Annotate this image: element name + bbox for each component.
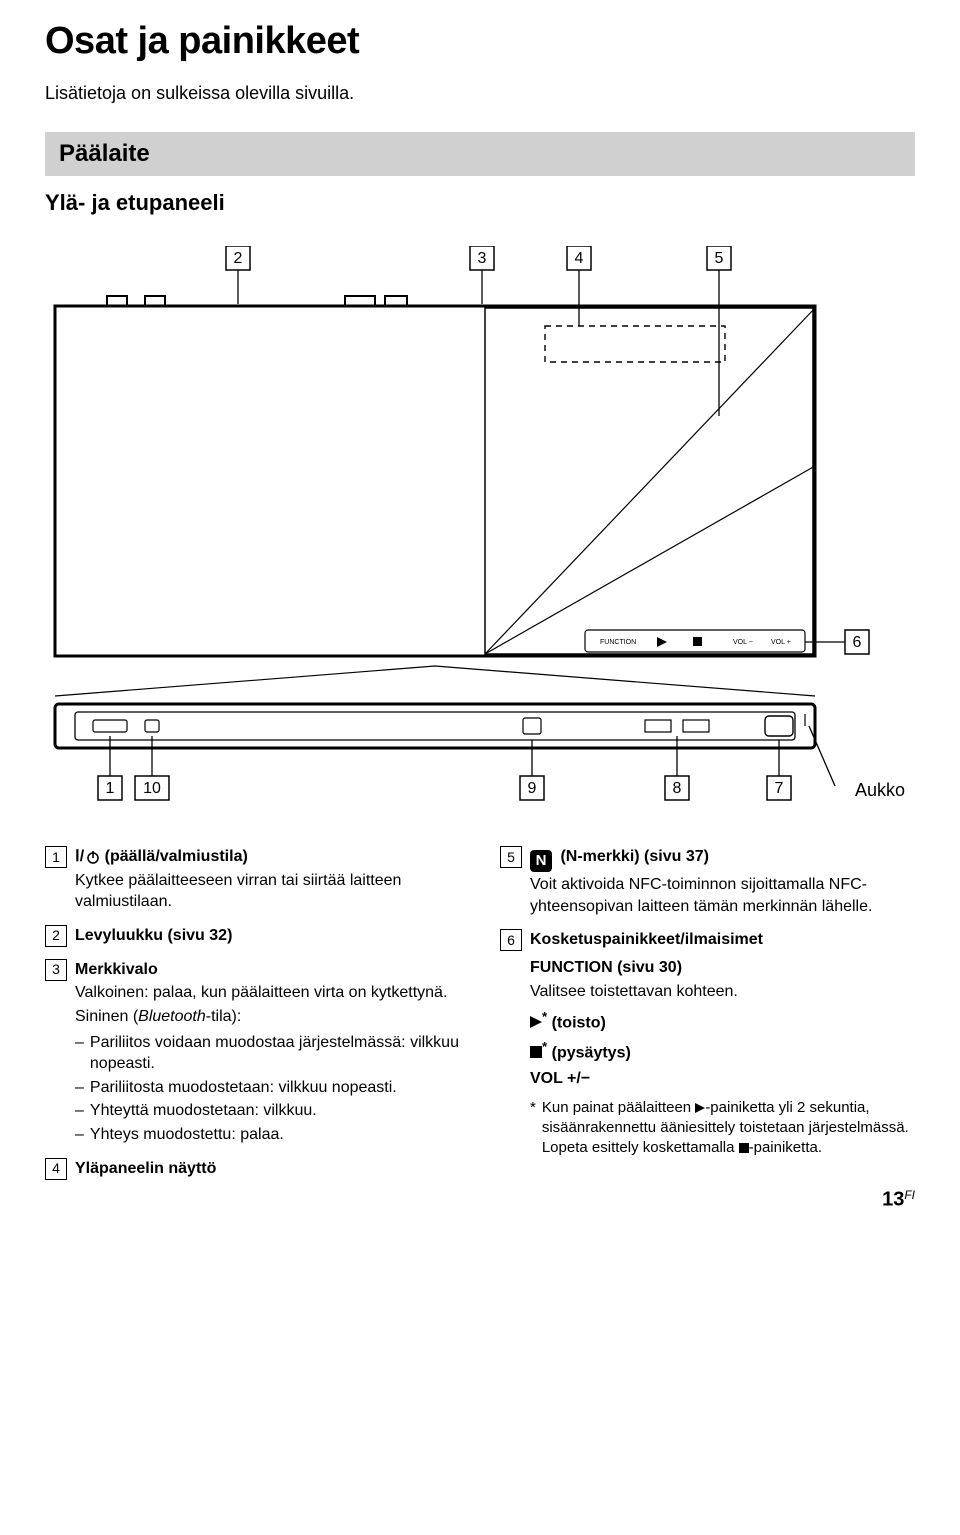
svg-text:7: 7 xyxy=(775,780,784,797)
svg-text:VOL −: VOL − xyxy=(733,639,753,646)
left-column: 1 Ⅰ/ (päällä/valmiustila) Kytkee päälait… xyxy=(45,846,460,1192)
callout-2: 2 xyxy=(234,250,243,267)
device-diagram: 2 3 4 5 FUNCTION VOL − VOL + 6 xyxy=(45,246,915,806)
footnote: * Kun painat päälaitteen -painiketta yli… xyxy=(530,1098,915,1159)
page-subtitle: Lisätietoja on sulkeissa olevilla sivuil… xyxy=(45,83,915,104)
item-title: Yläpaneelin näyttö xyxy=(75,1160,216,1177)
svg-text:Aukko: Aukko xyxy=(855,780,905,800)
sub-item: Pariliitosta muodostetaan: vilkkuu nopea… xyxy=(75,1077,460,1099)
page-title: Osat ja painikkeet xyxy=(45,20,915,63)
item-title: Kosketuspainikkeet/ilmaisimet xyxy=(530,931,763,948)
callout-num: 1 xyxy=(45,846,67,868)
callout-num: 3 xyxy=(45,959,67,981)
section-header: Päälaite xyxy=(45,132,915,176)
page-number: 13FI xyxy=(882,1188,915,1211)
svg-text:8: 8 xyxy=(673,780,682,797)
item-desc: Voit aktivoida NFC-toiminnon sijoittamal… xyxy=(530,874,915,917)
svg-text:9: 9 xyxy=(528,780,537,797)
item-title: (päällä/valmiustila) xyxy=(105,848,248,865)
sub-item: Yhteys muodostettu: palaa. xyxy=(75,1124,460,1146)
play-label: (toisto) xyxy=(552,1014,606,1031)
power-icon: Ⅰ/ xyxy=(75,846,100,868)
item-title: (N-merkki) (sivu 37) xyxy=(560,848,709,865)
svg-text:VOL +: VOL + xyxy=(771,639,791,646)
sub-item: Yhteyttä muodostetaan: vilkkuu. xyxy=(75,1100,460,1122)
item-desc: Valkoinen: palaa, kun päälaitteen virta … xyxy=(75,982,460,1004)
subsection-header: Ylä- ja etupaneeli xyxy=(45,190,915,216)
item-desc: Kytkee päälaitteeseen virran tai siirtää… xyxy=(75,870,460,913)
callout-3: 3 xyxy=(478,250,487,267)
function-label: FUNCTION (sivu 30) xyxy=(530,959,682,976)
callout-num: 5 xyxy=(500,846,522,868)
function-desc: Valitsee toistettavan kohteen. xyxy=(530,981,915,1003)
item-title: Merkkivalo xyxy=(75,961,158,978)
stop-label: (pysäytys) xyxy=(552,1044,631,1061)
callout-num: 6 xyxy=(500,929,522,951)
svg-text:10: 10 xyxy=(143,780,161,797)
n-mark-icon: N xyxy=(530,850,552,872)
right-column: 5 N (N-merkki) (sivu 37) Voit aktivoida … xyxy=(500,846,915,1192)
item-extra: Sininen (Bluetooth-tila): xyxy=(75,1006,460,1028)
callout-4: 4 xyxy=(575,250,584,267)
svg-text:1: 1 xyxy=(106,780,115,797)
callout-6: 6 xyxy=(853,634,862,651)
vol-label: VOL +/− xyxy=(530,1070,590,1087)
callout-num: 2 xyxy=(45,925,67,947)
svg-text:FUNCTION: FUNCTION xyxy=(600,639,636,646)
item-title: Levyluukku (sivu 32) xyxy=(75,927,232,944)
sub-item: Pariliitos voidaan muodostaa järjestelmä… xyxy=(75,1032,460,1075)
callout-5: 5 xyxy=(715,250,724,267)
stop-icon xyxy=(530,1046,542,1058)
play-icon xyxy=(530,1016,542,1028)
callout-num: 4 xyxy=(45,1158,67,1180)
